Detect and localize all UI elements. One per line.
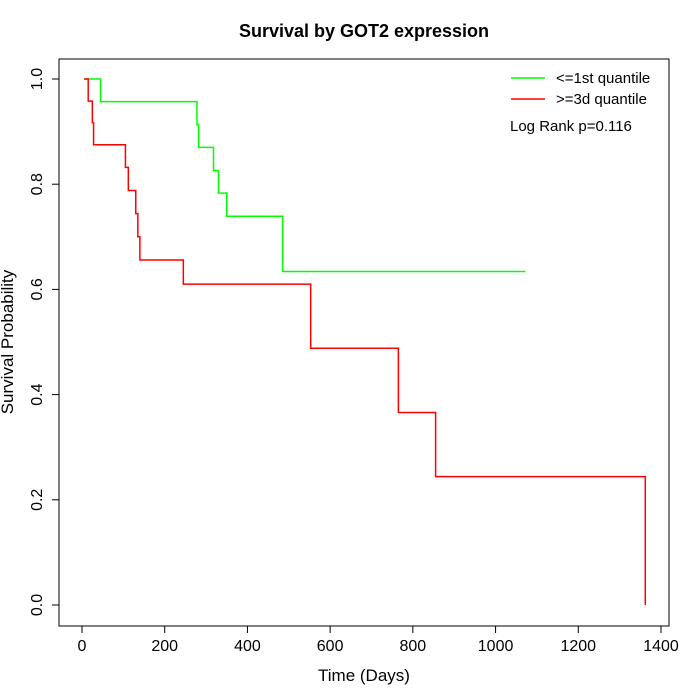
x-tick-label: 1400 xyxy=(643,638,679,655)
y-axis: 0.0 0.2 0.4 0.6 0.8 1.0 xyxy=(29,68,60,616)
log-rank-annotation: Log Rank p=0.116 xyxy=(510,118,632,135)
series-layer xyxy=(84,78,647,605)
y-tick-label: 1.0 xyxy=(29,68,46,90)
y-tick-label: 0.6 xyxy=(29,278,46,300)
x-axis-label: Time (Days) xyxy=(318,666,410,685)
y-axis-label: Survival Probability xyxy=(0,269,17,414)
legend-label: <=1st quantile xyxy=(556,70,650,87)
x-tick-label: 0 xyxy=(78,638,87,655)
x-tick-label: 200 xyxy=(151,638,178,655)
x-tick-label: 1000 xyxy=(478,638,514,655)
plot-frame xyxy=(58,58,670,627)
x-tick-label: 600 xyxy=(317,638,344,655)
legend-label: >=3d quantile xyxy=(556,91,647,108)
series-line-2 xyxy=(84,78,647,605)
x-tick-label: 1200 xyxy=(560,638,596,655)
x-tick-label: 800 xyxy=(400,638,427,655)
y-tick-label: 0.4 xyxy=(29,383,46,405)
x-tick-label: 400 xyxy=(234,638,261,655)
chart-title: Survival by GOT2 expression xyxy=(239,21,489,41)
legend: <=1st quantile >=3d quantile xyxy=(511,70,650,108)
y-tick-label: 0.8 xyxy=(29,173,46,195)
y-tick-label: 0.0 xyxy=(29,594,46,616)
y-tick-label: 0.2 xyxy=(29,489,46,511)
series-line-1 xyxy=(84,78,526,273)
x-axis: 0 200 400 600 800 1000 1200 1400 xyxy=(78,625,679,655)
